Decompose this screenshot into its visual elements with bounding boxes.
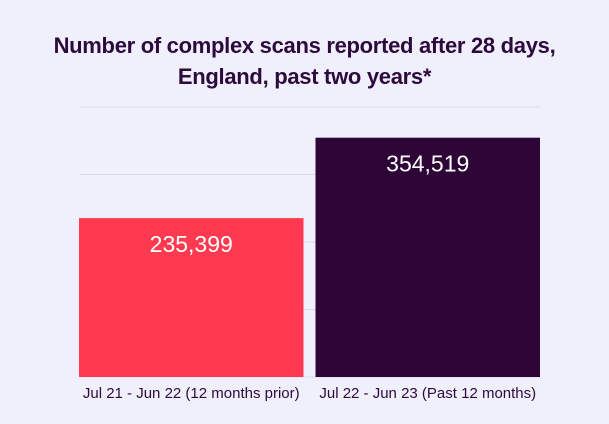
data-label: 354,519 xyxy=(386,151,469,177)
chart-title-line-1: Number of complex scans reported after 2… xyxy=(53,33,556,58)
data-label: 235,399 xyxy=(150,231,233,257)
bar xyxy=(79,218,304,377)
bar xyxy=(315,137,540,377)
x-tick-label: Jul 22 - Jun 23 (Past 12 months) xyxy=(319,385,536,402)
x-tick-label: Jul 21 - Jun 22 (12 months prior) xyxy=(83,385,300,402)
chart-title-line-2: England, past two years* xyxy=(177,64,432,89)
chart-title: Number of complex scans reported after 2… xyxy=(0,30,609,92)
